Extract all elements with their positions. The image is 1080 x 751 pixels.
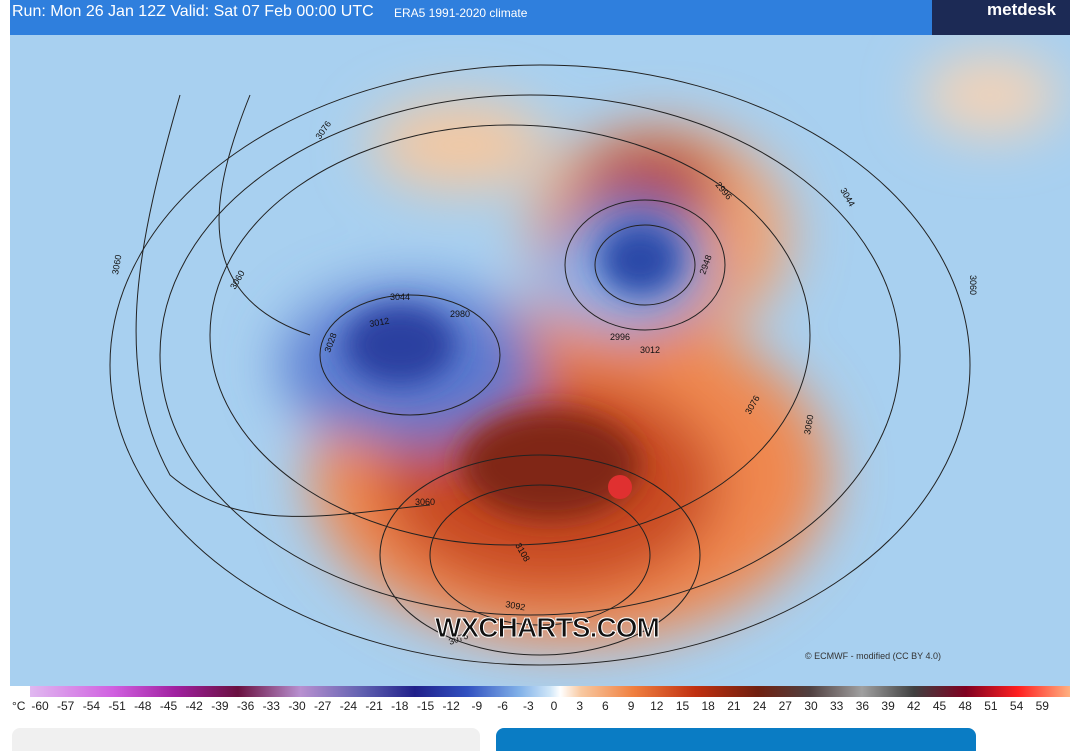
colorbar-label: -54 (82, 699, 101, 713)
brand-text: metdesk (987, 0, 1056, 19)
contour-label: 3060 (802, 414, 815, 435)
colorbar-label: 15 (675, 699, 690, 713)
colorbar-label: 3 (576, 699, 584, 713)
colorbar-label: 21 (727, 699, 741, 713)
colorbar-label: -18 (391, 699, 409, 713)
search-box[interactable] (12, 728, 480, 751)
colorbar-label: 24 (752, 699, 767, 713)
colorbar-label: 48 (958, 699, 972, 713)
action-button[interactable] (496, 728, 976, 751)
contour-label: 3044 (390, 292, 410, 302)
colorbar-label: 36 (855, 699, 870, 713)
colorbar-label: -48 (134, 699, 152, 713)
climate-note: ERA5 1991-2020 climate (394, 6, 528, 20)
colorbar-label: 0 (550, 699, 558, 713)
contour-label: 2996 (610, 332, 630, 342)
contour-label: 3012 (640, 345, 660, 355)
colorbar-label: 54 (1009, 699, 1024, 713)
colorbar-label: -51 (108, 699, 126, 713)
contour-label: 2980 (450, 309, 470, 319)
colorbar-label: 59 (1035, 699, 1049, 713)
colorbar-label: -9 (471, 699, 483, 713)
colorbar-label: 27 (778, 699, 792, 713)
contour-label: 3092 (505, 599, 526, 612)
colorbar-label: -21 (365, 699, 383, 713)
colorbar-label: -57 (57, 699, 75, 713)
colorbar-label: 45 (932, 699, 947, 713)
contour-labels: 3076306030603044301229803028299629482996… (110, 119, 978, 647)
colorbar-label: -30 (288, 699, 306, 713)
colorbar-label: 42 (907, 699, 921, 713)
colorbar-label: -33 (262, 699, 280, 713)
colorbar-label: 39 (881, 699, 895, 713)
colorbar-label: -12 (442, 699, 460, 713)
colorbar-label: -45 (159, 699, 178, 713)
colorbar-label: -3 (522, 699, 534, 713)
run-info: Run: Mon 26 Jan 12Z Valid: Sat 07 Feb 00… (12, 3, 374, 20)
watermark: WXCHARTS.COM (435, 612, 660, 643)
colorbar-label: 18 (701, 699, 715, 713)
colorbar-label: -39 (211, 699, 229, 713)
contour-label: 3060 (110, 254, 123, 275)
contours (109, 64, 971, 666)
colorbar-unit: °C (12, 699, 26, 713)
location-marker (608, 475, 632, 499)
colorbar-label: 51 (984, 699, 998, 713)
colorbar-label: 33 (830, 699, 844, 713)
colorbar-label: -42 (185, 699, 203, 713)
brand-logo[interactable]: metdesk (932, 0, 1070, 35)
colorbar-label: -60 (31, 699, 49, 713)
credit: © ECMWF - modified (CC BY 4.0) (805, 651, 941, 661)
colorbar-label: -6 (497, 699, 508, 713)
colorbar-label: -24 (339, 699, 358, 713)
header-bar: Run: Mon 26 Jan 12Z Valid: Sat 07 Feb 00… (10, 0, 1070, 35)
contour-label: 3012 (369, 316, 390, 329)
contour-label: 3060 (968, 275, 978, 295)
contour-label: 3060 (415, 497, 435, 507)
weather-map: 3076306030603044301229803028299629482996… (10, 35, 1070, 686)
colorbar-label: -27 (314, 699, 332, 713)
colorbar-label: 30 (804, 699, 818, 713)
colorbar (30, 686, 1070, 697)
colorbar-label: -15 (416, 699, 435, 713)
colorbar-label: 9 (627, 699, 635, 713)
colorbar-label: 12 (650, 699, 664, 713)
colorbar-label: -36 (236, 699, 255, 713)
colorbar-label: 6 (602, 699, 609, 713)
